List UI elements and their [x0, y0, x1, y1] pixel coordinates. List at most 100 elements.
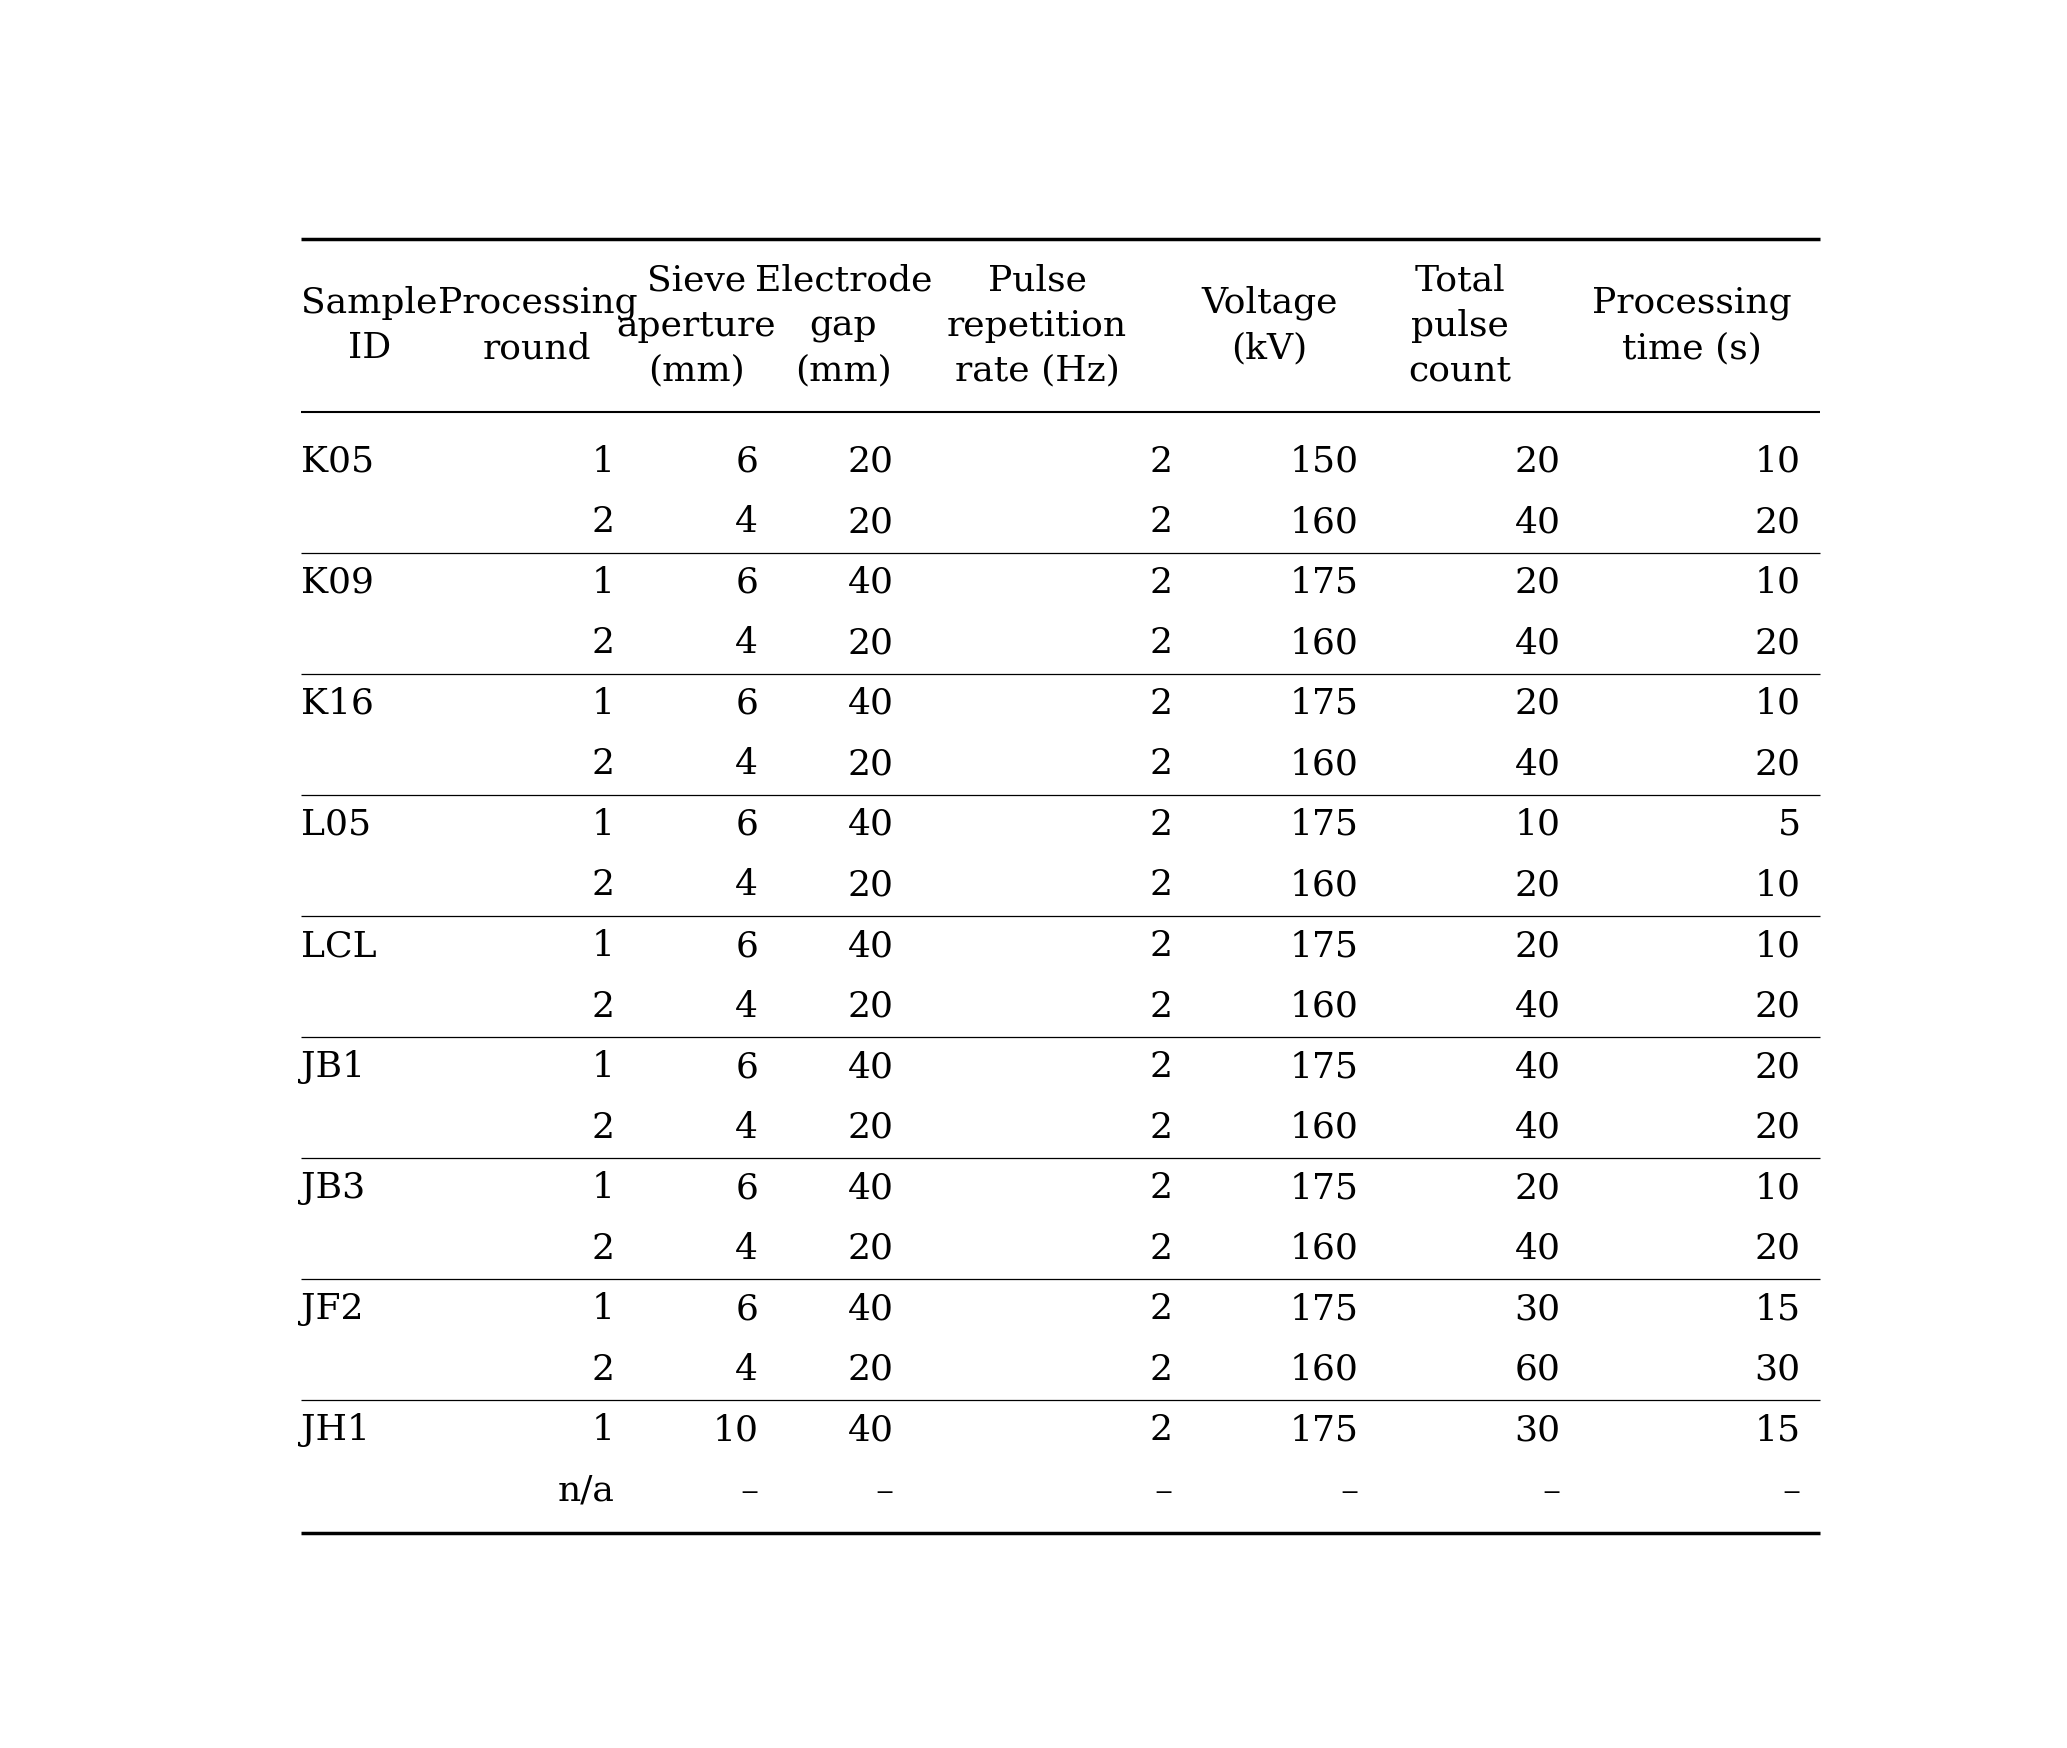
- Text: 2: 2: [1149, 928, 1172, 963]
- Text: 160: 160: [1290, 869, 1358, 902]
- Text: 6: 6: [736, 808, 759, 843]
- Text: 20: 20: [1755, 1051, 1800, 1084]
- Text: 2: 2: [1149, 808, 1172, 843]
- Text: 40: 40: [1515, 1051, 1561, 1084]
- Text: JF2: JF2: [302, 1292, 364, 1327]
- Text: Processing
time (s): Processing time (s): [1592, 287, 1792, 365]
- Text: 40: 40: [847, 1414, 893, 1447]
- Text: –: –: [1341, 1474, 1358, 1509]
- Text: 20: 20: [847, 748, 893, 781]
- Text: 160: 160: [1290, 505, 1358, 540]
- Text: 2: 2: [1149, 505, 1172, 540]
- Text: Sieve
aperture
(mm): Sieve aperture (mm): [616, 264, 775, 388]
- Text: K05: K05: [302, 444, 374, 479]
- Text: 10: 10: [1755, 687, 1800, 720]
- Text: 4: 4: [736, 869, 759, 902]
- Text: 20: 20: [847, 626, 893, 661]
- Text: 20: 20: [1755, 505, 1800, 540]
- Text: 1: 1: [591, 1292, 614, 1327]
- Text: 2: 2: [1149, 869, 1172, 902]
- Text: –: –: [1542, 1474, 1561, 1509]
- Text: 10: 10: [1755, 1171, 1800, 1204]
- Text: 40: 40: [847, 1051, 893, 1084]
- Text: 20: 20: [847, 869, 893, 902]
- Text: 2: 2: [1149, 1232, 1172, 1266]
- Text: 2: 2: [1149, 748, 1172, 781]
- Text: 40: 40: [1515, 626, 1561, 661]
- Text: 10: 10: [1755, 566, 1800, 600]
- Text: 20: 20: [1515, 869, 1561, 902]
- Text: 20: 20: [1515, 444, 1561, 479]
- Text: 4: 4: [736, 1353, 759, 1386]
- Text: 175: 175: [1290, 687, 1358, 720]
- Text: 2: 2: [591, 505, 614, 540]
- Text: K09: K09: [302, 566, 374, 600]
- Text: 4: 4: [736, 989, 759, 1024]
- Text: 10: 10: [1755, 444, 1800, 479]
- Text: 20: 20: [1515, 566, 1561, 600]
- Text: 160: 160: [1290, 989, 1358, 1024]
- Text: 15: 15: [1755, 1414, 1800, 1447]
- Text: 1: 1: [591, 1414, 614, 1447]
- Text: 4: 4: [736, 1110, 759, 1145]
- Text: 4: 4: [736, 505, 759, 540]
- Text: 6: 6: [736, 444, 759, 479]
- Text: 175: 175: [1290, 928, 1358, 963]
- Text: Pulse
repetition
rate (Hz): Pulse repetition rate (Hz): [947, 264, 1127, 388]
- Text: 2: 2: [1149, 566, 1172, 600]
- Text: 2: 2: [1149, 687, 1172, 720]
- Text: –: –: [876, 1474, 893, 1509]
- Text: 60: 60: [1515, 1353, 1561, 1386]
- Text: 160: 160: [1290, 1232, 1358, 1266]
- Text: 2: 2: [1149, 1110, 1172, 1145]
- Text: 20: 20: [847, 1232, 893, 1266]
- Text: 175: 175: [1290, 1051, 1358, 1084]
- Text: 175: 175: [1290, 566, 1358, 600]
- Text: 1: 1: [591, 444, 614, 479]
- Text: 40: 40: [1515, 505, 1561, 540]
- Text: 20: 20: [1755, 626, 1800, 661]
- Text: 40: 40: [1515, 748, 1561, 781]
- Text: 5: 5: [1778, 808, 1800, 843]
- Text: 2: 2: [1149, 626, 1172, 661]
- Text: Electrode
gap
(mm): Electrode gap (mm): [754, 264, 932, 388]
- Text: 20: 20: [1515, 687, 1561, 720]
- Text: –: –: [740, 1474, 759, 1509]
- Text: L05: L05: [302, 808, 372, 843]
- Text: 160: 160: [1290, 1353, 1358, 1386]
- Text: 2: 2: [591, 748, 614, 781]
- Text: 175: 175: [1290, 1292, 1358, 1327]
- Text: 40: 40: [1515, 1232, 1561, 1266]
- Text: 40: 40: [847, 566, 893, 600]
- Text: Sample
ID: Sample ID: [302, 287, 438, 365]
- Text: 175: 175: [1290, 808, 1358, 843]
- Text: 2: 2: [1149, 444, 1172, 479]
- Text: Processing
round: Processing round: [438, 287, 637, 365]
- Text: –: –: [1782, 1474, 1800, 1509]
- Text: 30: 30: [1515, 1292, 1561, 1327]
- Text: 6: 6: [736, 928, 759, 963]
- Text: 40: 40: [1515, 989, 1561, 1024]
- Text: 2: 2: [1149, 989, 1172, 1024]
- Text: 20: 20: [847, 1353, 893, 1386]
- Text: 2: 2: [1149, 1292, 1172, 1327]
- Text: 6: 6: [736, 1292, 759, 1327]
- Text: 40: 40: [847, 928, 893, 963]
- Text: 6: 6: [736, 1051, 759, 1084]
- Text: 10: 10: [1755, 869, 1800, 902]
- Text: 20: 20: [847, 1110, 893, 1145]
- Text: 30: 30: [1515, 1414, 1561, 1447]
- Text: 2: 2: [591, 989, 614, 1024]
- Text: 20: 20: [1515, 928, 1561, 963]
- Text: 1: 1: [591, 566, 614, 600]
- Text: JB1: JB1: [302, 1051, 366, 1084]
- Text: 1: 1: [591, 808, 614, 843]
- Text: 175: 175: [1290, 1171, 1358, 1204]
- Text: 2: 2: [591, 1232, 614, 1266]
- Text: 2: 2: [591, 1353, 614, 1386]
- Text: 6: 6: [736, 1171, 759, 1204]
- Text: 150: 150: [1290, 444, 1358, 479]
- Text: 160: 160: [1290, 1110, 1358, 1145]
- Text: 2: 2: [591, 869, 614, 902]
- Text: JH1: JH1: [302, 1414, 370, 1447]
